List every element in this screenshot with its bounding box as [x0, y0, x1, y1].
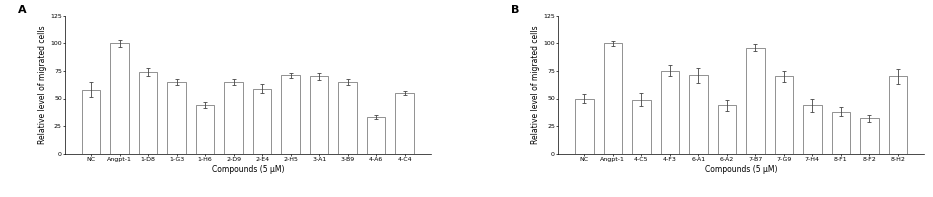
Bar [689, 75, 707, 154]
Y-axis label: Relative level of migrated cells: Relative level of migrated cells [532, 25, 540, 144]
Text: B: B [511, 5, 520, 15]
Bar [396, 93, 414, 154]
Bar [860, 118, 879, 154]
X-axis label: Compounds (5 μM): Compounds (5 μM) [704, 165, 777, 174]
Bar [139, 72, 158, 154]
Bar [282, 75, 299, 154]
Bar [310, 76, 328, 154]
Bar [196, 105, 215, 154]
Bar [253, 89, 272, 154]
Bar [831, 112, 850, 154]
Bar [167, 82, 186, 154]
Bar [110, 43, 129, 154]
Bar [888, 76, 907, 154]
X-axis label: Compounds (5 μM): Compounds (5 μM) [212, 165, 285, 174]
Bar [803, 105, 822, 154]
Bar [367, 117, 385, 154]
Bar [82, 90, 101, 154]
Bar [575, 98, 593, 154]
Bar [632, 100, 650, 154]
Bar [774, 76, 793, 154]
Bar [339, 82, 357, 154]
Bar [746, 48, 764, 154]
Bar [661, 71, 679, 154]
Y-axis label: Relative level of migrated cells: Relative level of migrated cells [38, 25, 48, 144]
Bar [717, 105, 736, 154]
Bar [225, 82, 243, 154]
Bar [604, 43, 622, 154]
Text: A: A [18, 5, 26, 15]
